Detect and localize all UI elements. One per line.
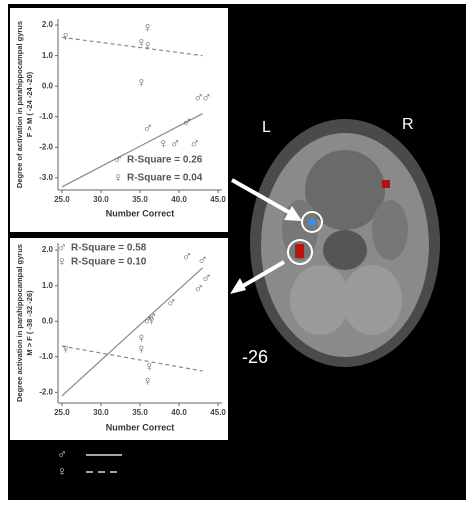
x-tick-label: 30.0 [93,408,109,417]
point: ♀ [136,340,147,356]
point: ♀ [136,74,147,90]
point: ♂ [143,312,154,328]
x-tick-label: 45.0 [210,195,226,204]
r-square-label: R-Square = 0.26 [127,155,203,166]
point: ♀ [136,330,147,346]
point: ♀ [143,37,154,53]
y-tick-label: 0.0 [42,81,54,90]
y-tick-label: 1.0 [42,281,54,290]
point: ♂ [193,89,204,105]
r-square-label: R-Square = 0.10 [71,257,147,268]
brain [250,119,440,367]
point: ♂ [193,280,204,296]
x-tick-label: 40.0 [171,195,187,204]
r-square-label: R-Square = 0.04 [127,173,203,184]
point: ♀ [143,19,154,35]
point: ♀ [61,28,72,44]
x-tick-label: 35.0 [132,408,148,417]
r-square-symbol: ♀ [113,169,123,184]
y-tick-label: 1.0 [42,51,54,60]
fit-line [61,113,203,188]
point: ♂ [189,135,200,151]
point: ♀ [143,372,154,388]
y-axis-label-2: F > M ( -24 -24 -20) [25,71,34,137]
r-square-symbol: ♂ [113,151,123,166]
point: ♀ [144,358,155,374]
x-tick-label: 25.0 [54,195,70,204]
legend-symbol: ♀ [57,463,67,478]
y-tick-label: -3.0 [39,173,53,182]
point: ♂ [143,120,154,136]
x-tick-label: 30.0 [93,195,109,204]
r-square-label: R-Square = 0.58 [71,243,147,254]
point: ♀ [158,135,169,151]
point: ♂ [182,248,193,264]
y-tick-label: -2.0 [39,387,53,396]
y-tick-label: -1.0 [39,352,53,361]
r-square-symbol: ♂ [57,239,67,254]
y-axis-label: Degree of activation in parahippocampal … [15,21,24,188]
fit-line [61,36,203,57]
fit-line [61,267,203,397]
slice-label: -26 [242,347,268,367]
point: ♂ [201,269,212,285]
point: ♂ [182,114,193,130]
left-label: L [262,119,271,136]
y-tick-label: 2.0 [42,245,54,254]
fit-line [61,345,203,372]
point: ♂ [201,89,212,105]
r-square-symbol: ♀ [57,253,67,268]
y-axis-label: Degree activation in parahippocampal gyr… [15,244,24,402]
y-tick-label: 2.0 [42,20,54,29]
point: ♂ [166,294,177,310]
x-axis-label: Number Correct [106,422,175,432]
y-axis-label-2: M > F ( -38 -32 -26) [25,290,34,356]
point: ♂ [197,251,208,267]
arrows [230,178,302,294]
x-tick-label: 25.0 [54,408,70,417]
x-tick-label: 35.0 [132,195,148,204]
panel-bottom [10,238,228,440]
right-label: R [402,116,414,133]
x-tick-label: 40.0 [171,408,187,417]
x-axis-label: Number Correct [106,208,175,218]
point: ♂ [146,308,157,324]
y-tick-label: -2.0 [39,142,53,151]
point: ♀ [61,340,72,356]
y-tick-label: 0.0 [42,316,54,325]
legend-symbol: ♂ [57,446,67,461]
point: ♀ [136,34,147,50]
point: ♀ [146,312,157,328]
y-tick-label: -1.0 [39,112,53,121]
point: ♂ [170,135,181,151]
x-tick-label: 45.0 [210,408,226,417]
